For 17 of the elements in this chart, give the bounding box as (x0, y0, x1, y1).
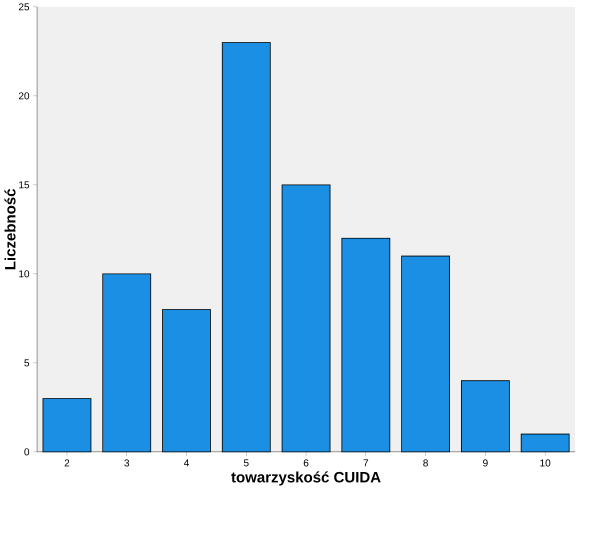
y-tick-label: 10 (19, 270, 30, 278)
y-tick-label: 20 (18, 92, 30, 100)
x-tick-label: 5 (244, 459, 249, 466)
y-tick-label: 25 (18, 3, 30, 10)
x-tick-label: 2 (64, 459, 70, 466)
x-tick-label: 10 (540, 459, 550, 466)
y-tick-label: 0 (24, 448, 30, 456)
y-tick-label: 5 (24, 359, 30, 366)
x-axis-title: towarzyskość CUIDA (231, 471, 381, 486)
x-tick-label: 4 (184, 459, 189, 466)
y-tick-label: 15 (19, 181, 30, 188)
y-axis-title: Liczebność (4, 188, 16, 270)
x-tick-label: 9 (483, 459, 488, 466)
x-tick-label: 8 (423, 459, 428, 466)
x-tick-label: 7 (364, 459, 368, 466)
x-tick-label: 3 (124, 459, 130, 466)
x-tick-label: 6 (304, 459, 308, 466)
